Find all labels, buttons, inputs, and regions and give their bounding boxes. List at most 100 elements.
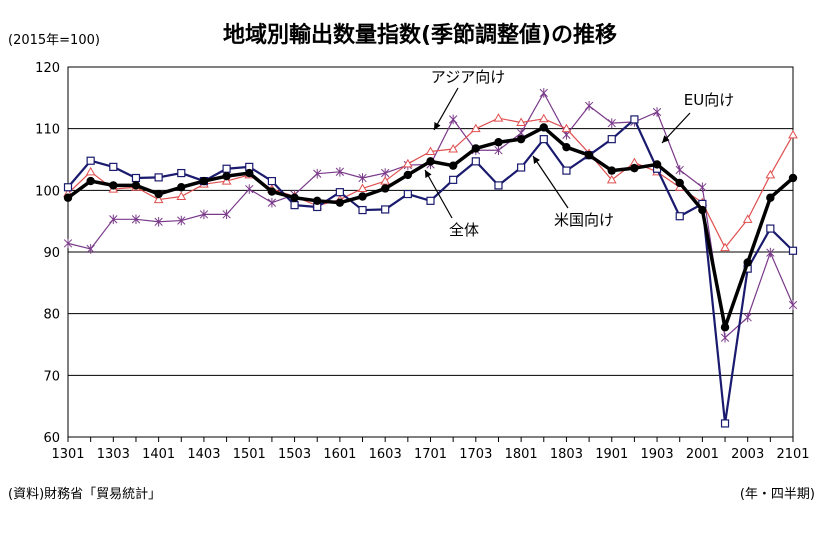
point-us (562, 166, 571, 175)
point-asia (402, 158, 413, 168)
x-tick-label: 1803 (550, 447, 583, 462)
y-axis: 60 70 80 90 100 110 120 (35, 61, 60, 446)
x-tick-label: 1501 (233, 447, 266, 462)
point-asia (561, 123, 572, 133)
point-total (154, 189, 163, 199)
x-tick-label: 1301 (51, 447, 84, 462)
x-tick-label: 1303 (97, 447, 130, 462)
y-tick-label: 100 (35, 184, 60, 199)
point-us (788, 246, 798, 255)
point-total (698, 205, 707, 215)
point-total (675, 178, 684, 188)
point-eu (743, 312, 752, 323)
point-eu (494, 145, 503, 156)
point-eu (109, 214, 118, 225)
point-us (63, 183, 73, 192)
x-tick-label: 1601 (323, 447, 356, 462)
annotation-eu: EU向け (684, 91, 734, 109)
y-tick-label: 110 (35, 123, 60, 138)
period-label: (年・四半期) (740, 487, 815, 502)
point-us (267, 176, 277, 186)
point-total (131, 181, 141, 190)
x-tick-label: 2101 (776, 447, 809, 462)
y-tick-label: 70 (43, 369, 60, 384)
point-asia (448, 144, 459, 153)
point-asia (765, 169, 776, 179)
x-tick-label: 1901 (595, 447, 628, 462)
point-total (494, 138, 503, 147)
point-total (290, 193, 299, 202)
annotation-asia: アジア向け (431, 68, 505, 86)
annotation-us: 米国向け (554, 211, 614, 229)
x-tick-label: 1603 (369, 447, 402, 462)
point-eu (199, 209, 209, 220)
point-us (381, 205, 390, 214)
point-us (494, 181, 503, 190)
x-tick-label: 1903 (641, 447, 674, 462)
point-asia (153, 194, 164, 204)
x-tick-label: 2003 (731, 447, 764, 462)
point-us (471, 157, 480, 166)
point-total (267, 187, 277, 196)
x-tick-label: 2001 (686, 447, 719, 462)
point-total (584, 150, 594, 160)
point-total (380, 184, 390, 193)
point-us (177, 168, 186, 178)
point-asia (606, 174, 617, 184)
point-eu (584, 101, 594, 111)
point-asia (538, 113, 549, 123)
point-total (313, 196, 322, 206)
point-total (245, 168, 254, 178)
point-us (335, 188, 344, 197)
point-us (131, 173, 141, 183)
annotation-arrow-total (424, 169, 453, 219)
point-eu (131, 214, 141, 225)
point-asia (221, 176, 232, 185)
point-total (539, 123, 548, 132)
point-total (86, 176, 95, 186)
x-tick-label: 1801 (505, 447, 538, 462)
point-us (154, 173, 163, 182)
point-us (86, 156, 95, 165)
point-us (290, 201, 299, 210)
point-eu (720, 332, 730, 343)
point-total (607, 166, 616, 175)
series-total (63, 123, 798, 332)
point-us (426, 196, 435, 205)
point-eu (788, 300, 798, 310)
point-us (517, 163, 526, 172)
point-eu (63, 238, 73, 249)
annotation-total: 全体 (449, 221, 479, 239)
point-total (177, 183, 186, 192)
point-total (403, 170, 413, 180)
point-total (652, 160, 662, 169)
point-total (516, 134, 526, 144)
point-us (630, 115, 639, 124)
x-axis: 1301 1303 1401 1403 1501 1503 1601 1603 1701 1703… (51, 437, 810, 462)
annotation-arrow-eu (661, 112, 691, 144)
point-us (222, 164, 231, 173)
y-tick-label: 90 (43, 246, 60, 261)
point-asia (176, 191, 187, 200)
point-total (766, 193, 775, 202)
point-asia (788, 129, 798, 139)
point-eu (267, 197, 277, 208)
point-eu (449, 114, 458, 125)
point-asia (470, 123, 481, 133)
point-total (788, 173, 798, 183)
point-eu (539, 88, 548, 98)
point-eu (86, 244, 95, 254)
x-tick-label: 1401 (142, 447, 175, 462)
point-asia (742, 214, 753, 223)
point-eu (607, 118, 616, 128)
x-tick-label: 1503 (278, 447, 311, 462)
y-tick-label: 120 (35, 61, 60, 76)
point-us (720, 419, 730, 428)
x-tick-label: 1703 (459, 447, 492, 462)
point-total (222, 171, 231, 181)
point-eu (358, 173, 367, 183)
y-tick-label: 80 (43, 308, 60, 323)
chart-title: 地域別輸出数量指数(季節調整値)の推移 (223, 22, 617, 48)
